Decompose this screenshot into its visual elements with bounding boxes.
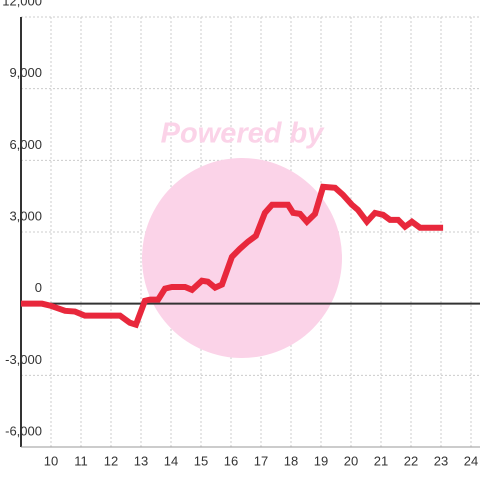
x-tick-label: 14 xyxy=(164,453,178,468)
watermark-logo xyxy=(142,158,342,358)
x-tick-label: 12 xyxy=(104,453,118,468)
x-tick-label: 13 xyxy=(134,453,148,468)
x-tick-label: 23 xyxy=(434,453,448,468)
x-tick-label: 17 xyxy=(254,453,268,468)
y-tick-label: 12,000 xyxy=(2,0,42,8)
y-tick-label: -3,000 xyxy=(5,352,42,367)
x-tick-label: 19 xyxy=(314,453,328,468)
y-tick-label: 6,000 xyxy=(9,137,42,152)
x-tick-label: 20 xyxy=(344,453,358,468)
x-tick-label: 15 xyxy=(194,453,208,468)
y-tick-label: 0 xyxy=(35,280,42,295)
x-tick-label: 24 xyxy=(464,453,478,468)
y-tick-label: -6,000 xyxy=(5,423,42,438)
line-series xyxy=(21,183,444,329)
x-tick-label: 21 xyxy=(374,453,388,468)
x-tick-label: 10 xyxy=(44,453,58,468)
x-tick-label: 18 xyxy=(284,453,298,468)
y-tick-label: 9,000 xyxy=(9,65,42,80)
y-tick-label: 3,000 xyxy=(9,208,42,223)
x-tick-label: 16 xyxy=(224,453,238,468)
watermark: Powered by xyxy=(161,118,326,150)
x-tick-label: 11 xyxy=(74,453,88,468)
x-tick-label: 22 xyxy=(404,453,418,468)
